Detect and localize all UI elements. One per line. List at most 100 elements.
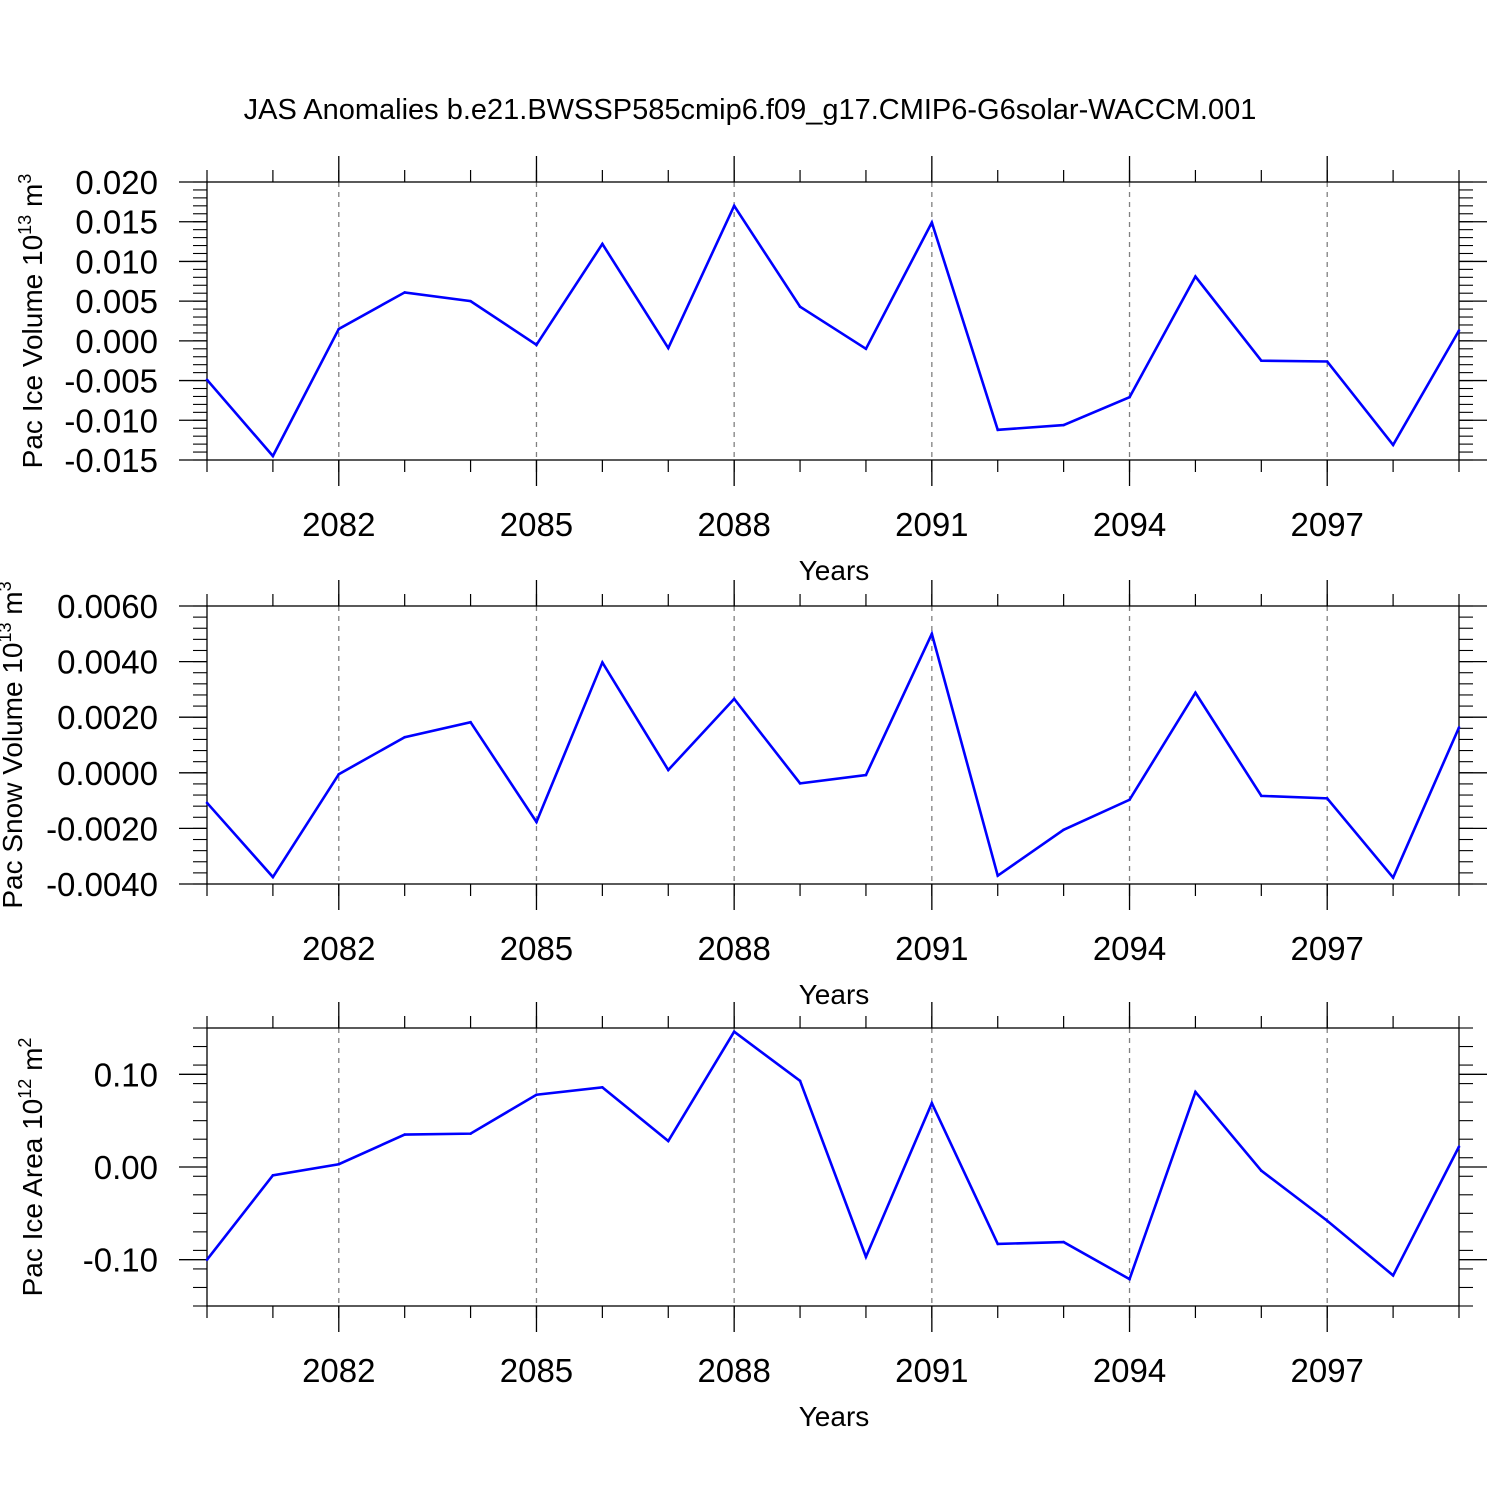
data-point (1194, 275, 1197, 278)
y-tick-label: 0.10 (94, 1056, 158, 1093)
y-axis-title-unit: m (17, 184, 48, 215)
data-point (930, 632, 934, 636)
y-axis-title-unit: m (0, 591, 28, 622)
y-tick-label: 0.0000 (57, 755, 158, 792)
x-tick-label: 2082 (302, 930, 375, 967)
y-tick-label: -0.0020 (46, 810, 158, 847)
data-point (798, 305, 802, 309)
data-point (1391, 1274, 1395, 1277)
data-point (1062, 423, 1065, 427)
y-tick-label: -0.0040 (46, 866, 158, 903)
x-tick-label: 2085 (500, 930, 573, 967)
plot-frame (206, 605, 1460, 885)
data-point (535, 343, 538, 347)
y-tick-label: -0.005 (64, 363, 158, 400)
data-point (337, 1162, 341, 1166)
x-tick-label: 2094 (1093, 506, 1166, 543)
y-axis-title-main: Pac Ice Area 10 (17, 1099, 48, 1297)
data-point (666, 1139, 670, 1143)
y-tick-label: -0.015 (64, 442, 158, 479)
data-point (601, 661, 604, 664)
y-axis-title: Pac Snow Volume 1013 m3 (0, 581, 28, 908)
x-tick-label: 2085 (500, 1352, 573, 1389)
panels: 2082 2085 2088 2091 2094 2097-0.015-0.010-0.0… (0, 156, 1487, 1432)
data-point (205, 801, 209, 805)
x-tick-label: 2091 (895, 930, 968, 967)
y-tick-label: 0.005 (75, 283, 158, 320)
data-point (1325, 797, 1329, 800)
data-point (864, 347, 868, 351)
y-tick-label: 0.010 (75, 243, 158, 280)
plot-frame (206, 181, 1460, 461)
data-point (996, 1242, 1000, 1246)
data-point (1128, 798, 1131, 802)
x-tick-label: 2088 (697, 930, 770, 967)
data-point (403, 291, 406, 294)
data-series-line (206, 630, 1461, 881)
y-axis-title-unit: m (17, 1048, 48, 1079)
data-point (1457, 329, 1461, 332)
data-point (666, 768, 670, 772)
x-tick-label: 2091 (895, 1352, 968, 1389)
data-point (996, 428, 1000, 432)
y-tick-label: -0.010 (64, 402, 158, 439)
data-point (1391, 876, 1395, 879)
x-tick-label: 2082 (302, 1352, 375, 1389)
data-point (1391, 443, 1395, 447)
data-point (271, 1174, 275, 1177)
chart-panel-3: 2082 2085 2088 2091 2094 2097 -0.10 0.00 0.10 Yea… (15, 1002, 1487, 1432)
y-axis-title-exponent: 13 (15, 215, 35, 235)
data-point (1457, 1145, 1461, 1148)
y-axis-title-exponent: 12 (15, 1079, 35, 1099)
data-point (535, 1093, 538, 1097)
x-tick-label: 2097 (1290, 506, 1363, 543)
y-axis-title: Pac Ice Area 1012 m2 (15, 1038, 48, 1297)
data-point (1062, 1240, 1065, 1244)
y-tick-label: 0.0040 (57, 644, 158, 681)
y-tick-label: 0.000 (75, 323, 158, 360)
y-tick-label: 0.015 (75, 204, 158, 241)
data-point (1194, 691, 1197, 695)
data-point (930, 221, 934, 224)
data-point (205, 378, 209, 382)
data-point (930, 1101, 934, 1105)
data-point (1260, 794, 1263, 798)
y-tick-label: 0.020 (75, 164, 158, 201)
data-point (996, 874, 1000, 877)
y-axis-title-main: Pac Snow Volume 10 (0, 642, 28, 908)
y-axis-title-unit-exponent: 3 (0, 581, 15, 591)
data-point (1128, 1277, 1131, 1281)
data-point (601, 242, 604, 246)
data-point (271, 454, 275, 458)
data-series-line (206, 203, 1461, 459)
x-axis-title: Years (799, 1401, 870, 1432)
data-point (601, 1086, 604, 1089)
y-tick-label: 0.00 (94, 1149, 158, 1186)
y-tick-label: 0.0060 (57, 588, 158, 625)
x-tick-label: 2082 (302, 506, 375, 543)
data-point (337, 327, 341, 331)
data-point (864, 773, 868, 777)
data-point (1325, 360, 1329, 363)
data-point (798, 1079, 802, 1083)
figure-title: JAS Anomalies b.e21.BWSSP585cmip6.f09_g1… (244, 94, 1257, 126)
data-point (732, 204, 736, 208)
x-tick-label: 2085 (500, 506, 573, 543)
x-tick-label: 2094 (1093, 930, 1166, 967)
x-tick-label: 2094 (1093, 1352, 1166, 1389)
x-tick-label: 2097 (1290, 930, 1363, 967)
data-point (205, 1258, 209, 1261)
data-point (535, 820, 538, 824)
data-point (666, 346, 670, 350)
y-axis-title-unit-exponent: 3 (15, 174, 35, 184)
y-tick-label: -0.10 (83, 1242, 158, 1279)
data-point (1260, 1169, 1263, 1173)
y-axis-title: Pac Ice Volume 1013 m3 (15, 174, 48, 469)
data-point (271, 875, 275, 879)
data-point (469, 720, 472, 724)
x-axis-title: Years (799, 555, 870, 586)
y-axis-title-exponent: 13 (0, 622, 15, 642)
data-point (1194, 1090, 1197, 1094)
data-point (864, 1255, 868, 1259)
